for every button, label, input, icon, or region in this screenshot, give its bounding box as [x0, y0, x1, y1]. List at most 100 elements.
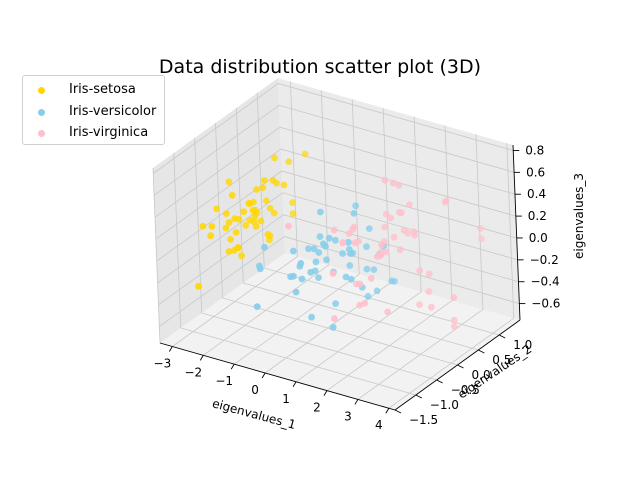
z-tick-label: 0.6	[526, 165, 545, 179]
axis-lines	[159, 144, 526, 414]
point-virginica	[353, 280, 360, 288]
point-setosa	[253, 209, 261, 217]
point-virginica	[331, 315, 338, 322]
point-versicolor	[370, 266, 378, 273]
z-axis-label: eigenvalues_3	[572, 173, 586, 259]
point-virginica	[382, 210, 390, 218]
y-tick	[498, 334, 506, 339]
point-versicolor	[261, 243, 268, 251]
legend-marker-virginica	[38, 130, 45, 137]
point-versicolor	[365, 225, 373, 233]
z-tick-label: 0.0	[529, 231, 548, 245]
grid-line-z	[155, 148, 516, 240]
x-tick-label: 1	[282, 392, 290, 406]
legend-marker-setosa	[38, 87, 45, 94]
point-setosa	[301, 150, 309, 158]
point-virginica	[450, 323, 458, 330]
grid-line-z	[158, 214, 519, 306]
point-versicolor	[256, 265, 264, 273]
y-tick	[415, 394, 423, 399]
point-versicolor	[290, 272, 297, 280]
point-versicolor	[253, 303, 261, 310]
grid-line-z	[154, 126, 516, 218]
point-versicolor	[350, 210, 358, 217]
point-versicolor	[305, 245, 312, 253]
point-virginica	[387, 214, 395, 222]
point-setosa	[271, 154, 278, 162]
point-setosa	[227, 236, 234, 243]
point-versicolor	[352, 202, 360, 210]
point-setosa	[213, 205, 221, 213]
grid-line-y	[256, 92, 500, 336]
x-tick	[292, 381, 297, 388]
point-setosa	[225, 219, 233, 226]
point-versicolor	[310, 245, 318, 253]
point-versicolor	[317, 208, 324, 216]
point-setosa	[285, 158, 293, 166]
point-versicolor	[373, 287, 381, 295]
point-versicolor	[312, 258, 320, 266]
point-virginica	[381, 176, 389, 184]
z-tick-label: −0.6	[531, 297, 560, 311]
z-tick-label: −0.2	[530, 253, 559, 267]
point-setosa	[228, 191, 236, 199]
point-setosa	[232, 229, 240, 236]
point-versicolor	[345, 238, 352, 246]
point-versicolor	[297, 260, 305, 267]
point-setosa	[238, 252, 246, 260]
point-virginica	[329, 270, 337, 277]
z-tick-label: 0.4	[527, 187, 546, 201]
point-setosa	[270, 209, 278, 217]
chart-title: Data distribution scatter plot (3D)	[158, 56, 482, 78]
point-virginica	[339, 239, 347, 247]
point-setosa	[222, 224, 230, 232]
x-tick-label: 3	[344, 409, 352, 423]
legend: Iris-setosa Iris-versicolor Iris-virgini…	[22, 75, 165, 145]
point-virginica	[395, 182, 403, 189]
grid-line-z	[159, 236, 520, 327]
back-pane	[278, 78, 520, 320]
point-versicolor	[347, 275, 355, 283]
point-setosa	[242, 222, 250, 229]
point-setosa	[253, 186, 260, 193]
point-versicolor	[315, 249, 323, 256]
point-versicolor	[332, 236, 339, 244]
point-setosa	[223, 210, 230, 218]
point-virginica	[425, 288, 433, 295]
point-versicolor	[308, 313, 315, 321]
point-virginica	[330, 226, 338, 234]
point-versicolor	[298, 275, 306, 283]
x-axis-line	[159, 342, 396, 411]
point-virginica	[450, 316, 458, 324]
legend-label-setosa: Iris-setosa	[69, 82, 136, 97]
point-setosa	[231, 215, 239, 223]
y-tick	[394, 409, 402, 414]
y-tick-label: 0.0	[472, 368, 491, 382]
point-setosa	[225, 178, 233, 186]
point-versicolor	[315, 274, 322, 281]
point-setosa	[246, 216, 254, 224]
point-virginica	[396, 246, 404, 254]
data-points	[195, 150, 485, 331]
y-tick-label: −0.5	[451, 383, 480, 397]
point-versicolor	[323, 256, 330, 264]
y-tick-label: 0.5	[492, 353, 511, 367]
x-tick-label: −1	[215, 374, 233, 388]
x-tick	[230, 363, 235, 370]
point-setosa	[289, 199, 296, 207]
point-setosa	[259, 184, 267, 192]
legend-label-versicolor: Iris-versicolor	[69, 104, 157, 119]
point-virginica	[381, 223, 388, 231]
point-virginica	[406, 201, 413, 209]
point-virginica	[350, 223, 358, 231]
x-tick-label: 0	[251, 383, 259, 397]
point-versicolor	[316, 233, 324, 241]
point-versicolor	[307, 268, 315, 276]
point-versicolor	[388, 277, 396, 285]
y-axis-ticks: −1.5−1.0−0.50.00.51.0	[409, 338, 532, 427]
point-virginica	[410, 228, 418, 236]
x-tick	[323, 390, 328, 396]
y-tick	[436, 379, 443, 384]
point-virginica	[442, 197, 450, 205]
